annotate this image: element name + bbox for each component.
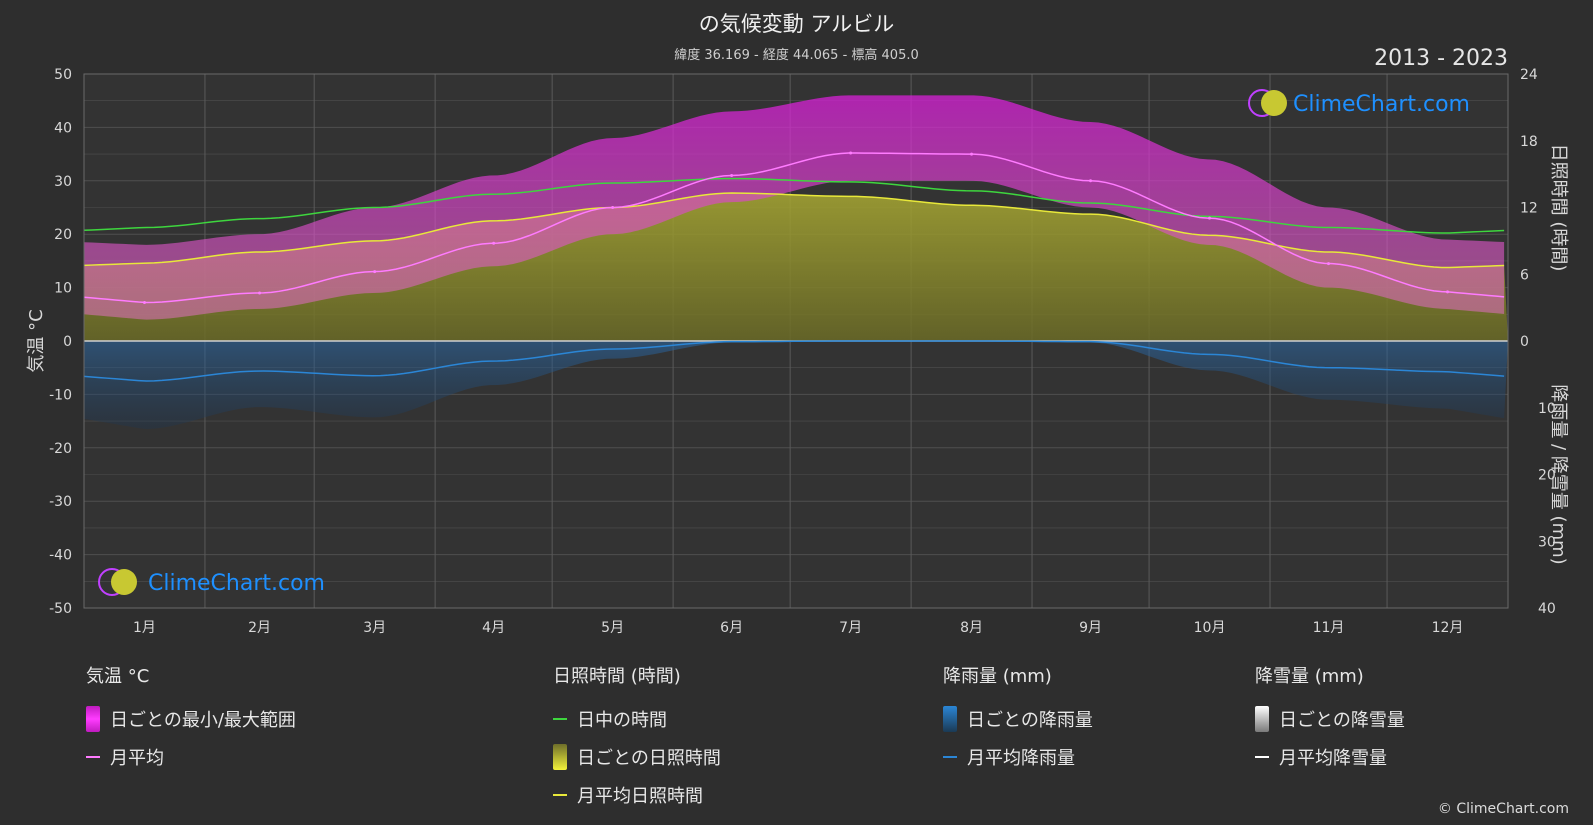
- left-tick-label: 50: [54, 67, 72, 83]
- rain-daily-swatch: [943, 706, 957, 732]
- legend-rain: 降雨量 (mm) 日ごとの降雨量 月平均降雨量: [943, 662, 1093, 776]
- legend-snow-avg-label: 月平均降雪量: [1279, 748, 1387, 769]
- page-title: の気候変動 アルビル: [698, 12, 895, 36]
- rain-avg-swatch: [943, 756, 957, 758]
- legend-sunshine: 日照時間 (時間) 日中の時間 日ごとの日照時間 月平均日照時間: [553, 662, 721, 814]
- legend-temp-range-label: 日ごとの最小/最大範囲: [110, 710, 296, 731]
- left-tick-label: 20: [54, 227, 72, 243]
- left-tick-label: 30: [54, 174, 72, 190]
- left-tick-label: 0: [63, 334, 72, 350]
- legend-temp-avg-label: 月平均: [110, 748, 164, 769]
- legend-rain-avg-label: 月平均降雨量: [967, 748, 1075, 769]
- right-rain-tick-label: 10: [1538, 401, 1556, 417]
- daylight-swatch: [553, 718, 567, 720]
- daylight-line: [83, 177, 1505, 234]
- legend-sun-title: 日照時間 (時間): [553, 666, 681, 687]
- sun-avg-swatch: [553, 794, 567, 796]
- legend-temperature: 気温 °C 日ごとの最小/最大範囲 月平均: [86, 662, 296, 776]
- right-sun-tick-label: 12: [1520, 201, 1538, 217]
- legend-daylight: 日中の時間: [553, 700, 721, 738]
- temp-avg-point: [1446, 290, 1450, 294]
- temp-range-area: [84, 95, 1505, 320]
- legend-snow-title: 降雪量 (mm): [1255, 666, 1364, 687]
- location-subtitle: 緯度 36.169 - 経度 44.065 - 標高 405.0: [674, 48, 919, 63]
- snow-daily-swatch: [1255, 706, 1269, 732]
- snow-avg-swatch: [1255, 756, 1269, 758]
- right-sun-tick-label: 6: [1520, 267, 1529, 283]
- legend-temp-title: 気温 °C: [86, 666, 150, 687]
- legend-snow: 降雪量 (mm) 日ごとの降雪量 月平均降雪量: [1255, 662, 1405, 776]
- right-sun-tick-label: 18: [1520, 134, 1538, 150]
- month-label: 6月: [720, 620, 743, 636]
- legend-sun-avg: 月平均日照時間: [553, 776, 721, 814]
- month-label: 5月: [601, 620, 624, 636]
- copyright: © ClimeChart.com: [1437, 801, 1569, 817]
- right-rain-tick-label: 40: [1538, 601, 1556, 617]
- legend-snow-daily: 日ごとの降雪量: [1255, 700, 1405, 738]
- month-label: 9月: [1079, 620, 1102, 636]
- watermark-top-text: ClimeChart.com: [1293, 92, 1470, 117]
- climate-chart: 50 40 30 20 10 0 -10 -20 -30 -40 -50 24 18 12 6 0 10 20 30…: [26, 67, 1569, 636]
- daily-rain-area: [84, 341, 1508, 430]
- temp-avg-point: [373, 270, 377, 274]
- left-tick-label: 40: [54, 120, 72, 136]
- legend-rain-daily-label: 日ごとの降雨量: [967, 710, 1093, 731]
- temp-avg-point: [1327, 262, 1331, 266]
- temp-avg-line: [83, 152, 1505, 304]
- month-label: 2月: [248, 620, 271, 636]
- month-label: 11月: [1313, 620, 1345, 636]
- temp-avg-point: [970, 152, 974, 156]
- temp-range-swatch: [86, 706, 100, 732]
- legend-snow-avg: 月平均降雪量: [1255, 738, 1405, 776]
- legend-temp-avg: 月平均: [86, 738, 296, 776]
- rain-avg-line: [83, 340, 1505, 382]
- left-tick-label: -40: [49, 548, 72, 564]
- watermark-bottom-logo-sun: [111, 569, 137, 595]
- left-tick-label: -50: [49, 601, 72, 617]
- plot-border: [83, 73, 1509, 609]
- temp-avg-point: [142, 301, 146, 305]
- temp-avg-point: [1208, 216, 1212, 220]
- sunshine-avg-line: [83, 192, 1505, 269]
- legend-sun-daily: 日ごとの日照時間: [553, 738, 721, 776]
- watermark-bottom-text: ClimeChart.com: [148, 571, 325, 596]
- legend-rain-title: 降雨量 (mm): [943, 666, 1052, 687]
- temp-avg-point: [611, 206, 615, 209]
- temp-avg-swatch: [86, 756, 100, 758]
- temp-avg-point: [849, 151, 853, 155]
- temp-avg-point: [492, 241, 496, 245]
- right-rain-tick-label: 20: [1538, 468, 1556, 484]
- right-sun-axis-title: 日照時間 (時間): [1548, 144, 1569, 272]
- legend-sun-avg-label: 月平均日照時間: [577, 786, 703, 807]
- left-tick-label: -20: [49, 441, 72, 457]
- legend-temp-range: 日ごとの最小/最大範囲: [86, 700, 296, 738]
- watermark-top-logo-sun: [1261, 90, 1287, 116]
- right-sun-tick-label: 0: [1520, 334, 1529, 350]
- left-tick-label: 10: [54, 281, 72, 297]
- legend-rain-avg: 月平均降雨量: [943, 738, 1093, 776]
- month-label: 12月: [1432, 620, 1464, 636]
- right-rain-axis-title: 降雨量 / 降雪量 (mm): [1548, 384, 1569, 564]
- left-tick-label: -10: [49, 387, 72, 403]
- left-axis-title: 気温 °C: [26, 309, 47, 372]
- right-rain-tick-label: 30: [1538, 534, 1556, 550]
- legend-rain-daily: 日ごとの降雨量: [943, 700, 1093, 738]
- legend-snow-daily-label: 日ごとの降雪量: [1279, 710, 1405, 731]
- legend-daylight-label: 日中の時間: [577, 710, 667, 731]
- month-label: 3月: [363, 620, 386, 636]
- left-tick-label: -30: [49, 494, 72, 510]
- month-label: 8月: [960, 620, 983, 636]
- sun-daily-swatch: [553, 744, 567, 770]
- month-label: 7月: [839, 620, 862, 636]
- temp-avg-point: [730, 173, 734, 177]
- temp-avg-point: [1089, 179, 1093, 183]
- month-label: 4月: [482, 620, 505, 636]
- month-label: 10月: [1194, 620, 1226, 636]
- year-range: 2013 - 2023: [1374, 46, 1508, 71]
- right-sun-tick-label: 24: [1520, 67, 1538, 83]
- month-label: 1月: [133, 620, 156, 636]
- legend-sun-daily-label: 日ごとの日照時間: [577, 748, 721, 769]
- temp-avg-point: [258, 291, 262, 295]
